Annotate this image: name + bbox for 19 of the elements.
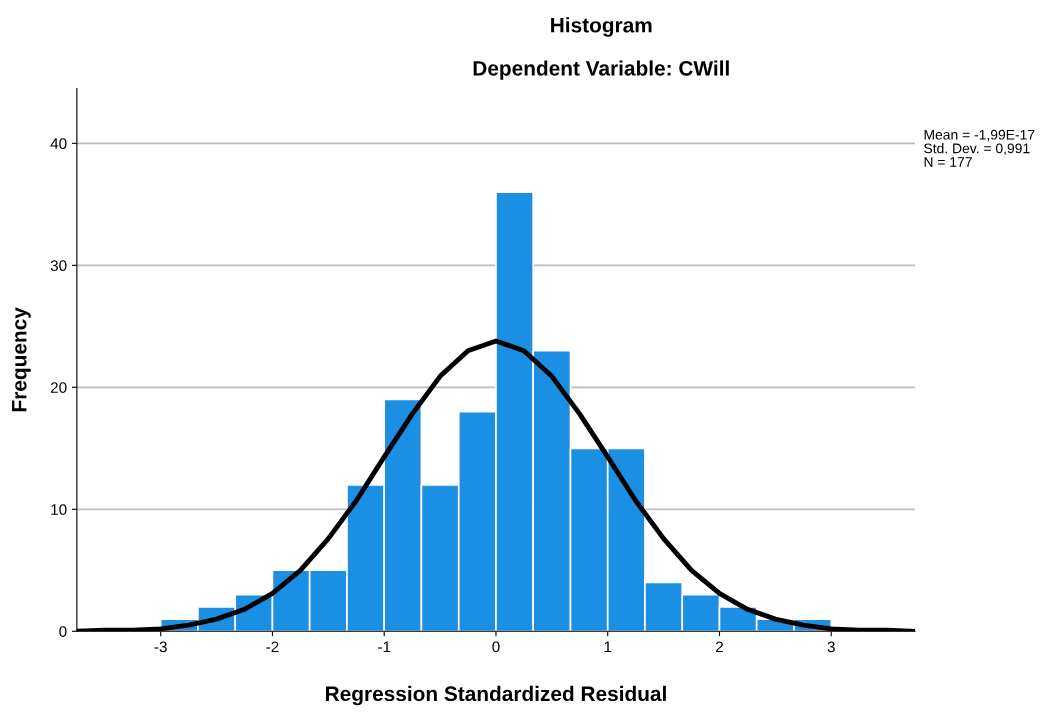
x-tick-label: 3 bbox=[827, 641, 835, 653]
text: Std. Dev. = 0,991 bbox=[924, 143, 1030, 155]
y-tick-label: 30 bbox=[50, 260, 67, 272]
x-tick-label: -2 bbox=[266, 641, 279, 653]
x-tick-label: 2 bbox=[716, 641, 723, 653]
chart-subtitle: Dependent Variable: CWill bbox=[473, 60, 729, 80]
y-tick-label: 10 bbox=[51, 504, 67, 515]
x-tick-label: -3 bbox=[154, 641, 167, 653]
x-tick-label: -1 bbox=[378, 641, 391, 653]
y-axis-title: Frequency bbox=[12, 307, 31, 412]
y-tick-label: 20 bbox=[50, 382, 67, 393]
y-tick-label: 40 bbox=[50, 138, 67, 150]
text: N = 177 bbox=[924, 157, 972, 167]
chart-title: Histogram bbox=[551, 17, 652, 37]
text: Mean = -1,99E-17 bbox=[924, 129, 1035, 142]
y-tick-label: 0 bbox=[59, 626, 67, 637]
x-tick-label: 0 bbox=[492, 641, 500, 653]
x-axis-title: Regression Standardized Residual bbox=[326, 685, 666, 706]
x-tick-label: 1 bbox=[604, 641, 612, 653]
